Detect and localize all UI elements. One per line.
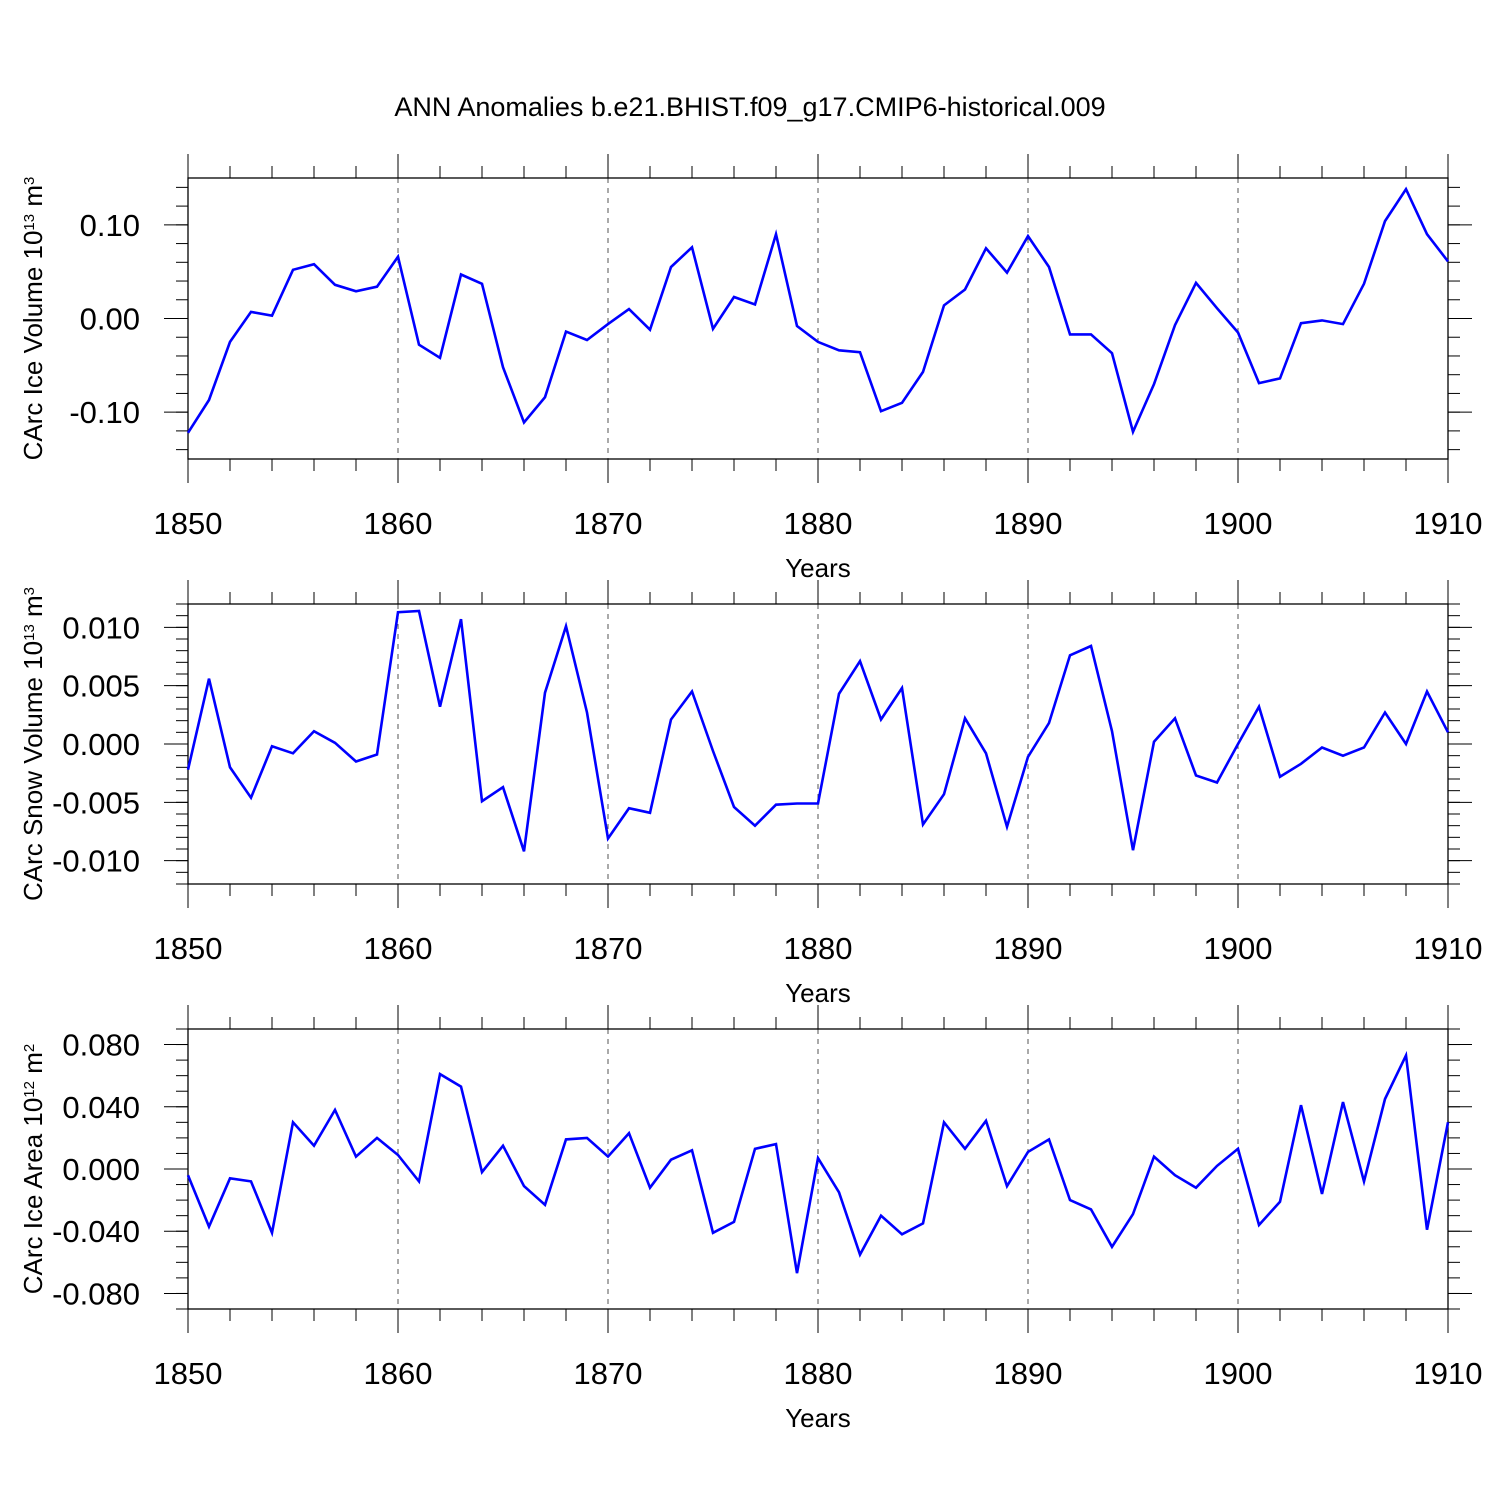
y-axis-label-unit: m [18, 595, 48, 624]
series-line [186, 186, 1450, 436]
x-tick-label: 1910 [1414, 931, 1483, 966]
x-tick-label: 1880 [784, 1356, 853, 1391]
x-tick-label: 1860 [364, 931, 433, 966]
chart-title: ANN Anomalies b.e21.BHIST.f09_g17.CMIP6-… [394, 92, 1105, 122]
y-axis-label-text: CArc Ice Area 10 [18, 1098, 48, 1295]
y-axis-label-text: CArc Ice Volume 10 [18, 231, 48, 461]
chart-panel-3: 1850 1860 1870 1880 1890 1900 1910 Years -0.080 -… [18, 1005, 1482, 1433]
y-tick-label: 0.080 [62, 1028, 140, 1063]
y-tick-label: 0.000 [62, 1152, 140, 1187]
y-axis-label-sup: 13 [21, 214, 38, 231]
y-axis-label-sup: 13 [21, 624, 38, 641]
x-tick-label: 1870 [574, 931, 643, 966]
chart-panel-2: 1850 1860 1870 1880 1890 1900 1910 Years -0.010 -… [18, 580, 1482, 1008]
y-axis-label-unit-sup: 3 [21, 177, 38, 185]
x-axis-label: Years [785, 978, 851, 1008]
x-tick-label: 1900 [1204, 1356, 1273, 1391]
y-axis-label-unit: m [18, 185, 48, 214]
y-axis-label-unit-sup: 2 [21, 1044, 38, 1052]
x-tick-label: 1890 [994, 931, 1063, 966]
x-tick-label: 1900 [1204, 506, 1273, 541]
y-axis-label-unit: m [18, 1052, 48, 1081]
y-tick-label: 0.005 [62, 669, 140, 704]
x-tick-label: 1880 [784, 506, 853, 541]
x-tick-label: 1900 [1204, 931, 1273, 966]
y-tick-label: 0.10 [80, 208, 140, 243]
y-tick-label: -0.10 [69, 395, 140, 430]
y-tick-label: 0.000 [62, 727, 140, 762]
x-axis-label: Years [785, 553, 851, 583]
x-tick-label: 1860 [364, 506, 433, 541]
x-tick-label: 1860 [364, 1356, 433, 1391]
y-axis-label-unit-sup: 3 [21, 587, 38, 595]
x-tick-label: 1850 [154, 1356, 223, 1391]
x-tick-label: 1850 [154, 506, 223, 541]
y-axis-label: CArc Ice Volume 1013 m3 [18, 177, 48, 461]
y-tick-label: -0.080 [52, 1276, 140, 1311]
chart-panel-1: 1850 1860 1870 1880 1890 1900 1910 Years -0.10 0.… [18, 154, 1482, 583]
x-tick-label: 1850 [154, 931, 223, 966]
x-tick-label: 1910 [1414, 506, 1483, 541]
y-tick-label: 0.00 [80, 302, 140, 337]
series-line [186, 609, 1450, 852]
y-axis-label: CArc Ice Area 1012 m2 [18, 1044, 48, 1294]
y-axis-label-text: CArc Snow Volume 10 [18, 641, 48, 901]
y-tick-label: 0.040 [62, 1090, 140, 1125]
y-tick-label: -0.010 [52, 844, 140, 879]
series-line [186, 1050, 1450, 1274]
y-tick-label: 0.010 [62, 610, 140, 645]
x-tick-label: 1910 [1414, 1356, 1483, 1391]
x-tick-label: 1870 [574, 1356, 643, 1391]
y-tick-label: -0.005 [52, 785, 140, 820]
y-axis-label: CArc Snow Volume 1013 m3 [18, 587, 48, 901]
x-tick-label: 1890 [994, 506, 1063, 541]
x-tick-label: 1890 [994, 1356, 1063, 1391]
x-axis-label: Years [785, 1403, 851, 1433]
x-tick-label: 1870 [574, 506, 643, 541]
y-axis-label-sup: 12 [21, 1081, 38, 1098]
y-tick-label: -0.040 [52, 1214, 140, 1249]
x-tick-label: 1880 [784, 931, 853, 966]
